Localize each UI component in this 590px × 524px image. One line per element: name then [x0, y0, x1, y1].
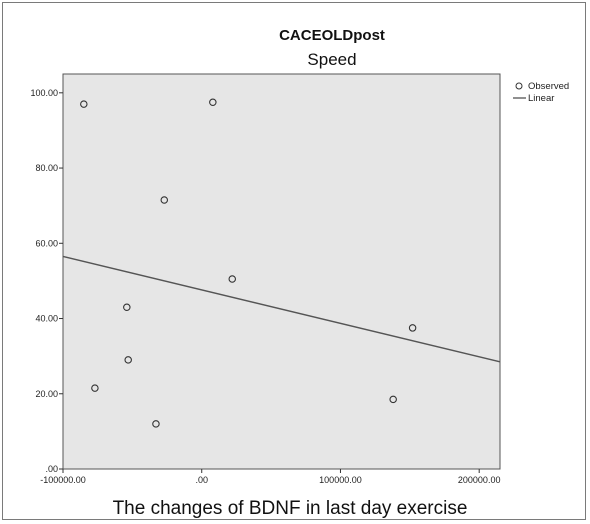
data-point: [124, 356, 132, 364]
linear-fit-line: [62, 255, 501, 363]
chart-frame: CACEOLDpost Speed .00 20.00 40.00 60.00 80.0…: [2, 2, 586, 520]
x-tick-label: .00: [195, 475, 208, 485]
plot-background: [62, 73, 501, 470]
y-tick-label: .00: [45, 464, 58, 474]
data-point: [228, 275, 237, 283]
x-tick-label: 100000.00: [319, 475, 362, 485]
y-tick-label: 60.00: [35, 238, 58, 248]
x-tick-label: 200000.00: [458, 475, 501, 485]
legend-marker-observed: [515, 82, 523, 90]
legend-label-observed: Observed: [528, 81, 569, 92]
y-tick-label: 40.00: [35, 314, 58, 324]
scatter-chart: CACEOLDpost Speed .00 20.00 40.00 60.00 80.0…: [30, 27, 569, 519]
y-tick-label: 100.00: [30, 88, 58, 98]
y-tick-label: 20.00: [35, 389, 58, 399]
y-tick-label: 80.00: [35, 163, 58, 173]
data-point: [152, 420, 160, 428]
data-point: [80, 100, 88, 108]
data-point: [123, 303, 131, 311]
data-point: [160, 196, 169, 204]
chart-subtitle: Speed: [307, 50, 356, 69]
data-point: [209, 98, 217, 106]
chart-title: CACEOLDpost: [279, 27, 385, 44]
x-tick-label: -100000.00: [40, 475, 86, 485]
legend-label-linear: Linear: [528, 93, 554, 104]
data-point: [389, 395, 397, 404]
x-axis-label: The changes of BDNF in last day exercise: [113, 498, 468, 519]
data-point: [91, 384, 99, 392]
data-point: [408, 324, 417, 332]
